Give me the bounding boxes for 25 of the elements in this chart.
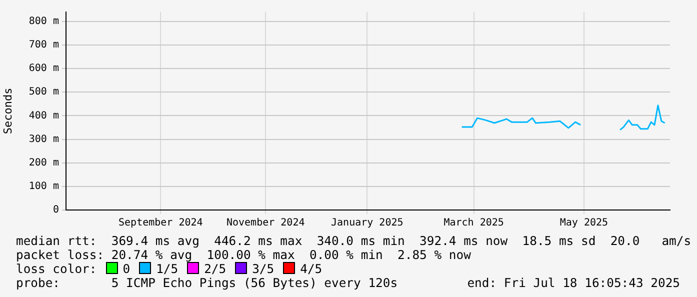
y-axis-title: Seconds	[1, 88, 14, 134]
y-tick-label: 700 m	[28, 40, 59, 51]
x-tick-label: May 2025	[560, 218, 608, 229]
x-tick-label: November 2024	[226, 218, 305, 229]
x-tick-label: March 2025	[444, 218, 504, 229]
text: 0	[122, 262, 130, 276]
y-tick-label: 0	[52, 204, 59, 216]
x-tick-label: September 2024	[118, 218, 203, 229]
y-tick-label: 500 m	[28, 86, 59, 98]
y-tick-label: 800 m	[28, 16, 59, 28]
text: packet loss: 20.74 % avg 100.00 % max 0.00 % min 2.85 % now	[16, 248, 471, 262]
text: 2/5	[204, 262, 226, 276]
text: 1/5	[156, 262, 178, 276]
x-tick-label: January 2025	[331, 218, 404, 229]
text: median rtt: 369.4 ms avg 446.2 ms max 340.0 ms min 392.4 ms now 18.5 ms sd 20.0 am/s	[16, 234, 692, 248]
y-tick-label: 300 m	[28, 134, 59, 145]
text: end: Fri Jul 18 16:05:43 2025	[467, 276, 680, 290]
y-tick-label: 200 m	[28, 157, 59, 168]
text: loss color:	[16, 262, 97, 276]
y-tick-label: 400 m	[28, 110, 59, 122]
y-tick-label: 600 m	[28, 63, 59, 74]
text: 3/5	[252, 262, 274, 276]
y-tick-label: 100 m	[28, 181, 59, 192]
text: probe: 5 ICMP Echo Pings (56 Bytes) every 120s	[16, 276, 398, 290]
text: 4/5	[300, 262, 322, 276]
